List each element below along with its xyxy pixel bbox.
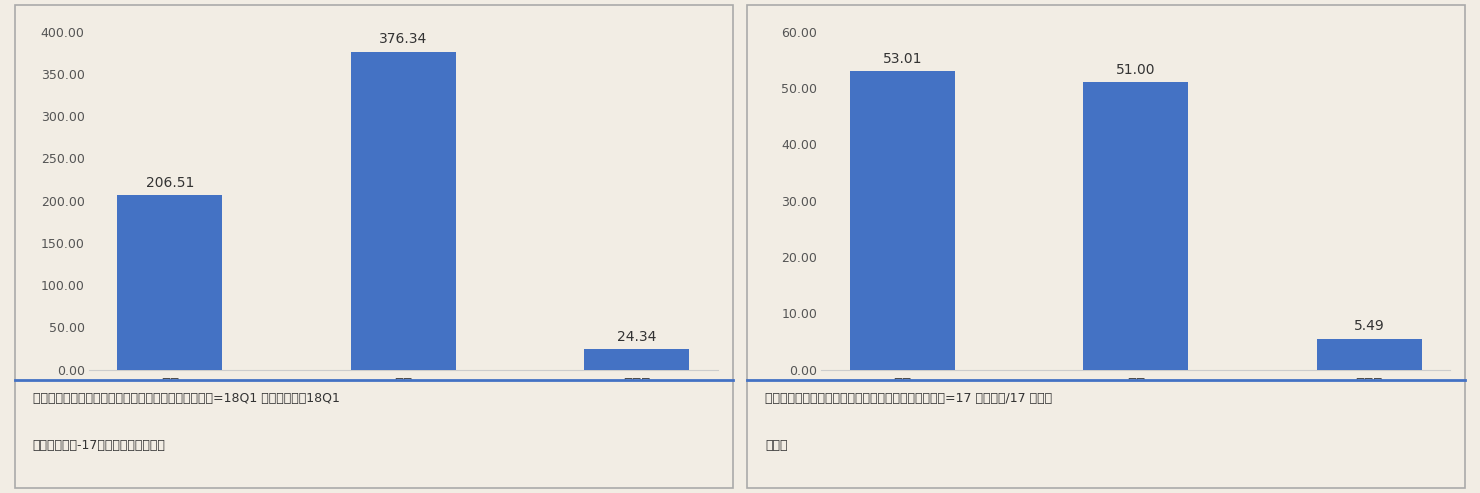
Bar bbox=[585, 349, 690, 370]
Text: 年活跃用户数-17年底年活跃用户数）: 年活跃用户数-17年底年活跃用户数） bbox=[33, 439, 166, 452]
Bar bbox=[850, 71, 955, 370]
Bar bbox=[1083, 82, 1188, 370]
Text: 53.01: 53.01 bbox=[882, 52, 922, 66]
Text: 24.34: 24.34 bbox=[617, 330, 657, 344]
Text: 来源：公司公告，国金证券研究所，单个用户获客成本=18Q1 营销费用／（18Q1: 来源：公司公告，国金证券研究所，单个用户获客成本=18Q1 营销费用／（18Q1 bbox=[33, 392, 339, 405]
Text: 5.49: 5.49 bbox=[1354, 319, 1385, 333]
Text: 来源：公司公告，国金证券研究所，单个用户维护成本=17 营销费用/17 年活跃: 来源：公司公告，国金证券研究所，单个用户维护成本=17 营销费用/17 年活跃 bbox=[765, 392, 1052, 405]
Bar bbox=[1317, 339, 1422, 370]
Text: 206.51: 206.51 bbox=[145, 176, 194, 190]
Bar bbox=[117, 195, 222, 370]
Bar bbox=[351, 52, 456, 370]
Text: 376.34: 376.34 bbox=[379, 33, 428, 46]
Text: 51.00: 51.00 bbox=[1116, 63, 1156, 77]
Text: 用户数: 用户数 bbox=[765, 439, 787, 452]
